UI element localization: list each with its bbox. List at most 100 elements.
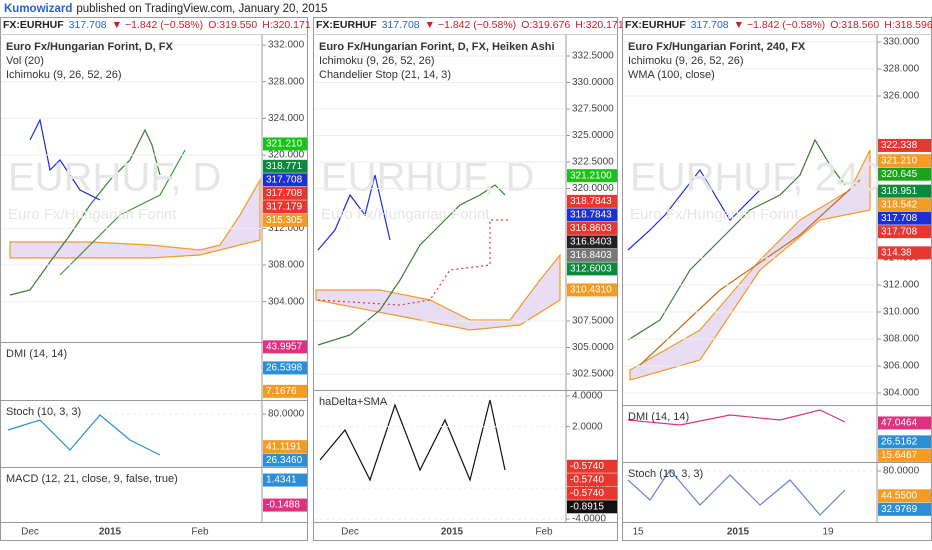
price-tag-label: 321.210	[266, 139, 303, 150]
price-tag-label: 318.7843	[570, 196, 612, 207]
quote-change: ▼ −1.842 (−0.58%)	[112, 19, 204, 31]
price-tag-label: 316.8403	[570, 250, 612, 261]
price-tag	[263, 361, 307, 375]
author[interactable]: Kumowizard	[4, 3, 72, 15]
panel-frame	[313, 17, 618, 541]
quote-high: H:318.596	[884, 19, 932, 31]
y-tick-label: 332.000	[268, 40, 305, 51]
y-tick-label: 332.5000	[572, 51, 614, 62]
price-tag	[567, 486, 617, 500]
quote-high: H:320.171	[575, 19, 624, 31]
price-tag	[567, 169, 617, 183]
quote-change: ▼ −1.842 (−0.58%)	[425, 19, 517, 31]
price-tag-label: 316.8603	[570, 223, 612, 234]
y-tick-label: 322.5000	[572, 157, 614, 168]
price-tag	[878, 502, 931, 516]
panel-frame	[0, 17, 308, 541]
cloud	[9, 177, 261, 259]
legend-text: Stoch (10, 3, 3)	[628, 468, 703, 480]
legend-text: Vol (20)	[6, 55, 44, 67]
price-tag	[878, 246, 931, 260]
time-label: Feb	[535, 527, 553, 538]
legend-text: Chandelier Stop (21, 14, 3)	[319, 69, 451, 81]
time-label: 2015	[727, 527, 750, 538]
price-tag-label: 317.708	[266, 174, 303, 185]
price-tag-label: 317.708	[881, 226, 918, 237]
legend-text: WMA (100, close)	[628, 69, 715, 81]
wma-line	[639, 179, 861, 366]
price-tag-label: 41.1191	[266, 441, 302, 452]
time-label: 15	[632, 527, 644, 538]
y-tick-label: 308.000	[883, 334, 920, 345]
y-tick-label: 328.000	[883, 64, 920, 75]
price-tag-label: 7.1676	[266, 386, 297, 397]
price-tag-label: 321.210	[881, 155, 918, 166]
y-tick-label: 320.0000	[572, 183, 614, 194]
price-tag-label: -0.1488	[266, 500, 300, 511]
time-label: Dec	[21, 527, 39, 538]
y-tick-label: 304.000	[268, 296, 305, 307]
price-tag	[567, 194, 617, 208]
legend-text: Euro Fx/Hungarian Forint, D, FX	[6, 41, 174, 53]
quote-open: O:319.550	[208, 19, 257, 31]
watermark: EURHUF, D	[321, 156, 534, 200]
price-tag	[878, 154, 931, 168]
stoch-line	[7, 414, 161, 456]
y-tick-label: 312.000	[883, 280, 920, 291]
quote-symbol: FX:EURHUF	[316, 19, 377, 31]
price-tag-label: 32.9769	[881, 504, 918, 515]
price-tag-label: 317.708	[266, 188, 303, 199]
price-tag	[567, 459, 617, 473]
price-tag	[567, 248, 617, 262]
decorations	[7, 118, 871, 516]
price-tag-label: 310.4310	[570, 285, 612, 296]
price-tag-label: 47.0464	[881, 418, 918, 429]
price-tag-label: 318.542	[881, 199, 918, 210]
price-tag-label: 26.5398	[266, 363, 303, 374]
y-tick-label: 80.0000	[268, 409, 305, 420]
price-tag	[878, 448, 931, 462]
y-tick-label: 308.000	[268, 260, 305, 271]
price-tag-label: 315.305	[266, 215, 303, 226]
y-tick-label: 305.0000	[572, 342, 614, 353]
price-tag	[263, 159, 307, 173]
legend-text: Euro Fx/Hungarian Forint, D, FX, Heiken …	[319, 41, 555, 53]
y-tick-label: 324.000	[268, 113, 305, 124]
price-tag-label: 312.6003	[570, 264, 612, 275]
price-tag	[878, 435, 931, 449]
price-tag	[263, 186, 307, 200]
y-tick-label: 310.000	[883, 307, 920, 318]
price-tag	[878, 489, 931, 503]
price-tag-label: -0.8915	[570, 501, 604, 512]
price-tag	[263, 473, 307, 487]
legend-text: DMI (14, 14)	[6, 348, 67, 360]
price-tag	[263, 340, 307, 354]
quote-price: 317.708	[691, 19, 729, 31]
legend-text: MACD (12, 21, close, 9, false, true)	[6, 473, 178, 485]
legend-text: haDelta+SMA	[319, 396, 388, 408]
price-tag	[878, 225, 931, 239]
price-tag	[878, 211, 931, 225]
price-tag-label: 318.7843	[570, 210, 612, 221]
price-tag	[567, 221, 617, 235]
y-tick-label: 328.000	[268, 76, 305, 87]
lagging-line	[29, 118, 101, 201]
price-tag-label: 44.5500	[881, 490, 918, 501]
price-tag	[263, 453, 307, 467]
legend-text: Ichimoku (9, 26, 52, 26)	[628, 55, 744, 67]
price-tag-label: -0.5740	[570, 474, 604, 485]
price-tag-label: 322.338	[881, 140, 918, 151]
price-tag	[567, 473, 617, 487]
price-tag-label: 314.38	[881, 248, 912, 259]
y-tick-label: 330.000	[883, 37, 920, 48]
price-tag	[878, 167, 931, 181]
price-tag-label: 321.2100	[570, 170, 612, 181]
price-line	[627, 138, 846, 341]
legend-text: Euro Fx/Hungarian Forint, 240, FX	[628, 41, 806, 53]
header-text: published on TradingView.com, January 20…	[76, 3, 327, 15]
y-tick-label: 2.0000	[572, 421, 603, 432]
quote-high: H:320.171	[262, 19, 311, 31]
price-tag-label: 1.4341	[266, 475, 297, 486]
legend-text: Ichimoku (9, 26, 52, 26)	[6, 69, 122, 81]
time-label: 19	[822, 527, 834, 538]
